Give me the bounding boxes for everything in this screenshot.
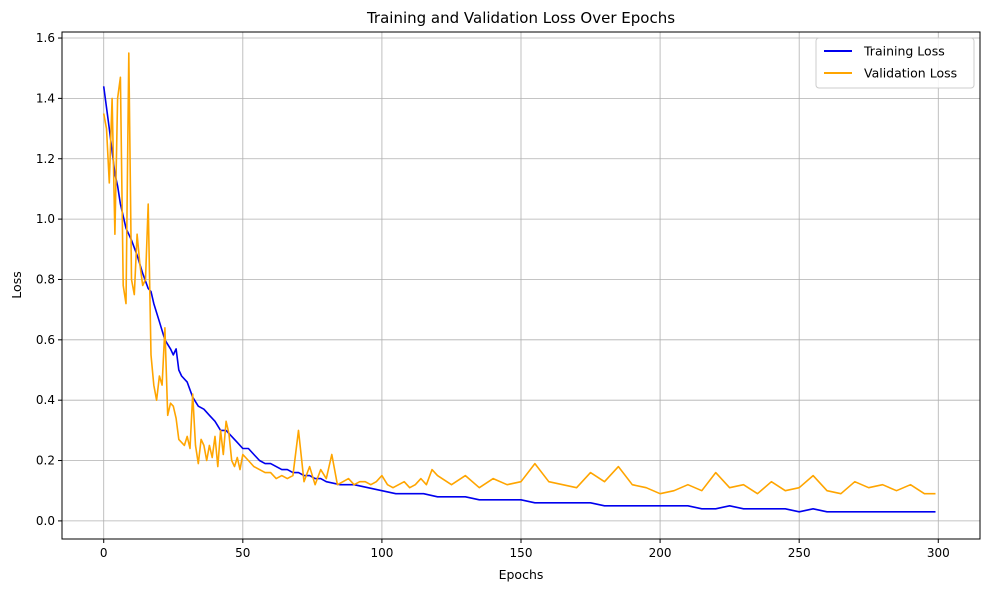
x-tick-label: 0 [100, 546, 108, 560]
y-tick-label: 0.4 [36, 393, 55, 407]
legend: Training Loss Validation Loss [815, 37, 975, 89]
grid-layer [62, 32, 980, 539]
y-tick-label: 1.6 [36, 31, 55, 45]
x-tick-label: 150 [510, 546, 533, 560]
tick-layer: 0 50 100 150 200 250 300 0.0 0.2 0.4 0.6 0.8 1.0 1.2 1… [36, 31, 950, 560]
x-tick-label: 250 [788, 546, 811, 560]
y-tick-label: 1.4 [36, 91, 55, 105]
y-tick-label: 1.0 [36, 212, 55, 226]
legend-box [815, 37, 975, 89]
y-tick-label: 0.0 [36, 514, 55, 528]
series-layer [102, 52, 936, 513]
y-tick-label: 0.8 [36, 272, 55, 286]
x-tick-label: 100 [370, 546, 393, 560]
y-tick-label: 1.2 [36, 152, 55, 166]
legend-label-training: Training Loss [863, 44, 945, 59]
y-tick-label: 0.2 [36, 454, 55, 468]
x-axis-label: Epochs [499, 567, 544, 582]
x-tick-label: 200 [649, 546, 672, 560]
legend-label-validation: Validation Loss [864, 66, 957, 81]
training-loss-line [102, 86, 936, 513]
chart-title: Training and Validation Loss Over Epochs [366, 9, 675, 27]
x-tick-label: 300 [927, 546, 950, 560]
y-tick-label: 0.6 [36, 333, 55, 347]
x-tick-label: 50 [235, 546, 250, 560]
y-axis-label: Loss [9, 271, 24, 298]
validation-loss-line [102, 52, 936, 495]
